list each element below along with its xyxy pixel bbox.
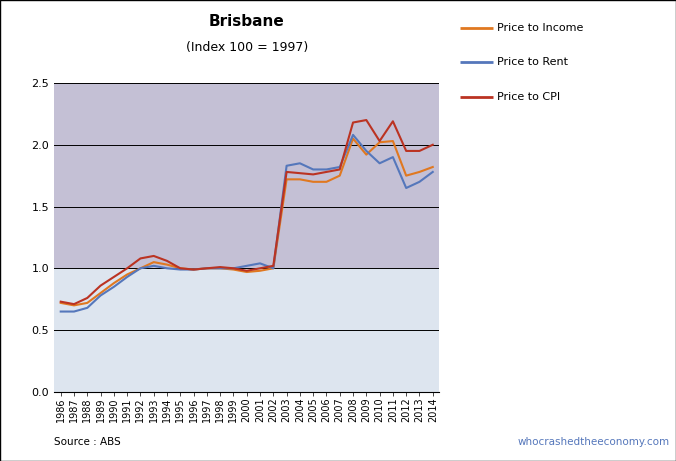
Text: Source : ABS: Source : ABS — [54, 437, 121, 447]
Bar — [54, 268, 439, 392]
Bar — [54, 83, 439, 268]
Text: whocrashedtheeconomy.com: whocrashedtheeconomy.com — [517, 437, 669, 447]
Text: Brisbane: Brisbane — [209, 14, 285, 29]
Text: Price to Income: Price to Income — [497, 23, 583, 33]
Text: Price to CPI: Price to CPI — [497, 92, 560, 102]
Text: (Index 100 = 1997): (Index 100 = 1997) — [186, 41, 308, 54]
Text: Price to Rent: Price to Rent — [497, 57, 568, 67]
